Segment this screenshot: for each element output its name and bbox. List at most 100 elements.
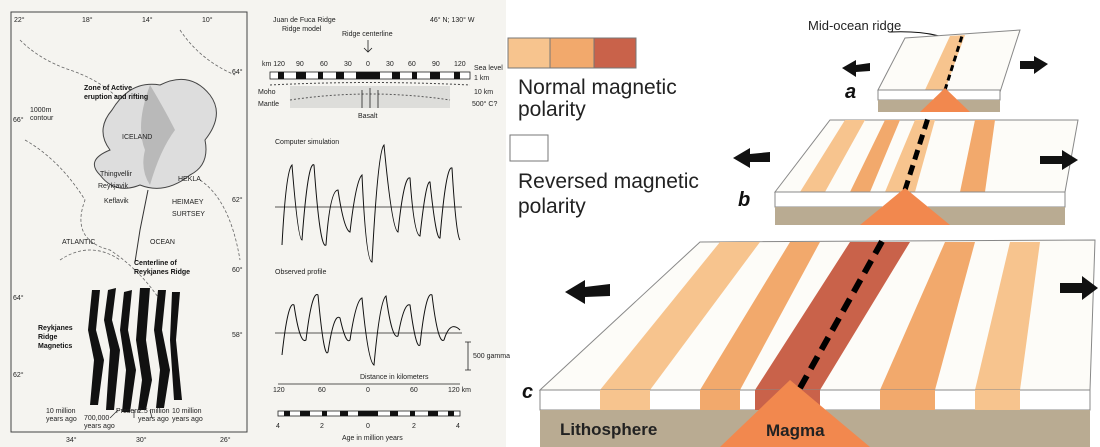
age-label: years ago — [46, 416, 77, 423]
shape — [296, 72, 306, 79]
km-label: 120 — [454, 61, 466, 68]
km-label: 30 — [386, 61, 394, 68]
age-label: 4 — [276, 423, 280, 430]
age-label: 10 million — [46, 408, 76, 415]
longitude-label: 14° — [142, 16, 153, 24]
longitude-label: 22° — [14, 16, 25, 24]
legend-label: polarity — [518, 195, 586, 218]
model-title: Juan de Fuca Ridge — [273, 17, 336, 24]
place-label: HEKLA — [178, 176, 201, 183]
shape — [448, 411, 454, 416]
km-label: km 120 — [262, 61, 285, 68]
shape — [340, 411, 348, 416]
age-label: 10 million — [172, 408, 202, 415]
stage-letter: a — [845, 81, 856, 103]
shape — [1020, 56, 1048, 74]
distance-label: 60 — [318, 387, 326, 394]
latitude-label: 64° — [232, 68, 243, 76]
latitude-label: 62° — [13, 371, 24, 379]
place-label: Thingvellir — [100, 171, 133, 178]
scale-label: 500 gamma — [473, 353, 510, 360]
km-label: 60 — [408, 61, 416, 68]
sea-label: OCEAN — [150, 239, 175, 246]
shape — [358, 411, 378, 416]
shape — [284, 411, 290, 416]
figure: 22° 18° 14° 10° 34° 30° 26° 66° 64° 62° … — [0, 0, 1100, 447]
centerline-label: Ridge centerline — [342, 31, 393, 38]
legend-label: polarity — [518, 98, 586, 121]
legend-swatch — [594, 38, 636, 68]
shape — [412, 72, 417, 79]
age-stripes — [284, 411, 454, 416]
depth-label: Sea level — [474, 65, 503, 72]
km-label: 90 — [296, 61, 304, 68]
zone-label: eruption and rifting — [84, 94, 148, 101]
km-label: 90 — [432, 61, 440, 68]
magnetics-label: Reykjanes — [38, 325, 73, 332]
age-label: 700,000 — [84, 415, 109, 422]
shape — [392, 72, 400, 79]
shape — [700, 390, 740, 410]
latitude-label: 64° — [13, 294, 24, 302]
age-label: 2.5 million — [138, 408, 170, 415]
age-label: 2 — [320, 423, 324, 430]
shape — [565, 280, 610, 304]
shape — [322, 411, 327, 416]
age-label: years ago — [138, 416, 169, 423]
magnetics-label: Magnetics — [38, 343, 72, 350]
lithosphere-label: Lithosphere — [560, 420, 657, 439]
centerline-label: Reykjanes Ridge — [134, 269, 190, 276]
model-title: Ridge model — [282, 26, 322, 33]
shape — [975, 390, 1020, 410]
shape — [336, 72, 344, 79]
distance-label: 120 — [273, 387, 285, 394]
legend-swatch — [508, 38, 550, 68]
shape — [880, 390, 935, 410]
depth-label: 1 km — [474, 75, 489, 82]
layer-label: Moho — [258, 89, 276, 96]
longitude-label: 34° — [66, 436, 77, 444]
legend-label: Normal magnetic — [518, 76, 677, 99]
longitude-label: 26° — [220, 436, 231, 444]
latitude-label: 66° — [13, 116, 24, 124]
panel-background — [0, 0, 506, 447]
latitude-label: 60° — [232, 266, 243, 274]
model-stripes — [278, 72, 460, 79]
distance-label: 60 — [410, 387, 418, 394]
shape — [428, 411, 438, 416]
legend-swatch — [550, 38, 594, 68]
layer-label: Mantle — [258, 101, 279, 108]
shape — [318, 72, 323, 79]
stage-letter: c — [522, 381, 533, 403]
depth-label: 500° C? — [472, 100, 497, 108]
sea-label: ATLANTIC — [62, 239, 95, 246]
zone-label: Zone of Active — [84, 85, 132, 92]
shape — [300, 411, 310, 416]
stage-letter: b — [738, 189, 750, 211]
axis-title: Age in million years — [342, 435, 403, 442]
longitude-label: 18° — [82, 16, 93, 24]
location-label: 46° N; 130° W — [430, 16, 475, 24]
shape — [410, 411, 415, 416]
shape — [454, 72, 460, 79]
distance-label: 0 — [366, 387, 370, 394]
contour-label: 1000m — [30, 107, 52, 114]
shape — [733, 148, 770, 168]
ridge-label: Mid-ocean ridge — [808, 18, 901, 33]
shape — [278, 72, 284, 79]
place-label: SURTSEY — [172, 211, 205, 218]
legend-swatch — [510, 135, 548, 161]
centerline-label: Centerline of — [134, 260, 177, 267]
age-label: years ago — [84, 423, 115, 430]
shape — [430, 72, 440, 79]
shape — [842, 60, 870, 77]
basalt-label: Basalt — [358, 113, 378, 120]
km-label: 30 — [344, 61, 352, 68]
latitude-label: 62° — [232, 196, 243, 204]
place-label: Keflavik — [104, 198, 129, 205]
contour-label: contour — [30, 115, 54, 122]
shape — [390, 411, 398, 416]
profile-title: Computer simulation — [275, 139, 339, 146]
place-label: HEIMAEY — [172, 199, 204, 206]
legend-label: Reversed magnetic — [518, 170, 699, 193]
